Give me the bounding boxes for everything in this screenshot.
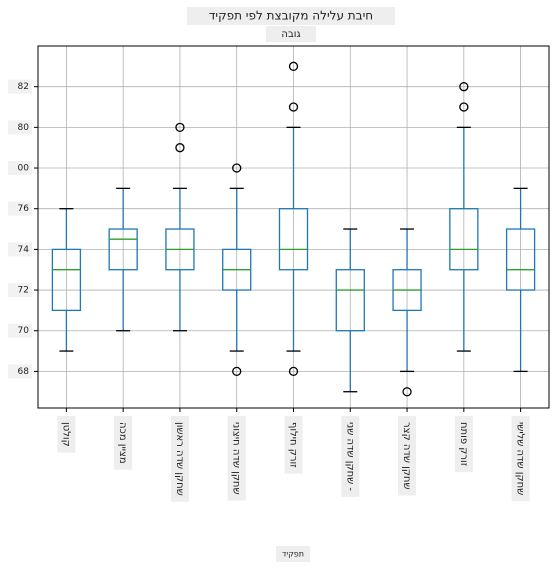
outlier (232, 163, 242, 173)
y-tick-label: 68 (18, 367, 30, 377)
x-tick-label: זורק פותח (458, 422, 469, 467)
y-tick-label-bg (8, 161, 32, 176)
outlier (232, 366, 242, 377)
x-tick-label-bg (57, 416, 76, 453)
y-tick-label-bg (8, 364, 32, 379)
x-tick-group: זורק פותח (454, 416, 473, 473)
x-tick-label: זורק חילוף (288, 422, 299, 468)
chart-title: חיבת עלילה מקובצת לפי תפקיד (209, 9, 373, 23)
x-tick-label-bg (170, 416, 189, 502)
box (108, 228, 138, 271)
x-tick-label-bg (284, 416, 303, 474)
outlier (402, 387, 412, 397)
chart-subtitle: גובה (281, 29, 300, 40)
y-tick-label-bg (8, 79, 32, 94)
x-tick-label-bg (398, 416, 417, 496)
y-tick-label-bg (8, 120, 32, 135)
box (51, 248, 82, 312)
x-tick-group: שחקן שדה קצר (398, 416, 417, 496)
x-tick-group: זורק חילוף (284, 416, 303, 474)
x-tick-group: שחקן שדה שני - (341, 416, 360, 497)
y-tick-label: 74 (18, 245, 30, 255)
title-bg (187, 7, 395, 25)
y-tick-label: 70 (18, 326, 30, 336)
outlier (459, 82, 469, 92)
x-tick-group: קולטן (57, 416, 76, 453)
y-tick-label-bg (8, 283, 32, 298)
box (278, 208, 309, 271)
outlier (175, 143, 185, 153)
x-tick-label: שחקן שדה שלישי (515, 422, 526, 495)
x-tick-label: שחקן שדה קצר (401, 422, 412, 490)
box (335, 269, 365, 332)
x-tick-label-bg (227, 416, 246, 501)
x-tick-group: שחקן שדה ראשון (170, 416, 189, 502)
x-tick-label: שחקן שדה שני - (344, 422, 355, 491)
outlier (175, 122, 185, 132)
y-tick-label: 00 (18, 164, 30, 174)
subtitle-bg (266, 26, 316, 42)
x-tick-label-bg (511, 416, 530, 502)
x-label-bg (276, 546, 310, 562)
outlier (288, 366, 299, 377)
y-tick-label-bg (8, 242, 32, 257)
y-tick-label-bg (8, 201, 32, 216)
x-axis-label: תפקיד (282, 550, 304, 559)
x-tick-label: קולטן (60, 422, 71, 447)
box (505, 228, 536, 291)
x-tick-label-bg (454, 416, 473, 473)
y-tick-label: 76 (18, 204, 30, 214)
outlier (288, 102, 299, 112)
y-tick-label: 82 (18, 82, 29, 92)
y-tick-label-bg (8, 323, 32, 338)
outlier (288, 61, 299, 71)
x-tick-label: שחקן שדה ראשון (174, 422, 185, 496)
x-tick-group: מציין מכה (114, 416, 133, 470)
x-tick-group: שחקן שדה חיצוני (227, 416, 246, 501)
y-tick-label: 72 (18, 286, 29, 296)
y-tick-label: 80 (18, 123, 30, 133)
box (449, 208, 479, 271)
x-tick-group: שחקן שדה שלישי (511, 416, 530, 502)
x-tick-label-bg (341, 416, 360, 497)
x-tick-label: מציין מכה (117, 422, 128, 464)
x-tick-label: שחקן שדה חיצוני (231, 422, 242, 495)
x-tick-label-bg (114, 416, 133, 470)
outlier (459, 102, 469, 112)
